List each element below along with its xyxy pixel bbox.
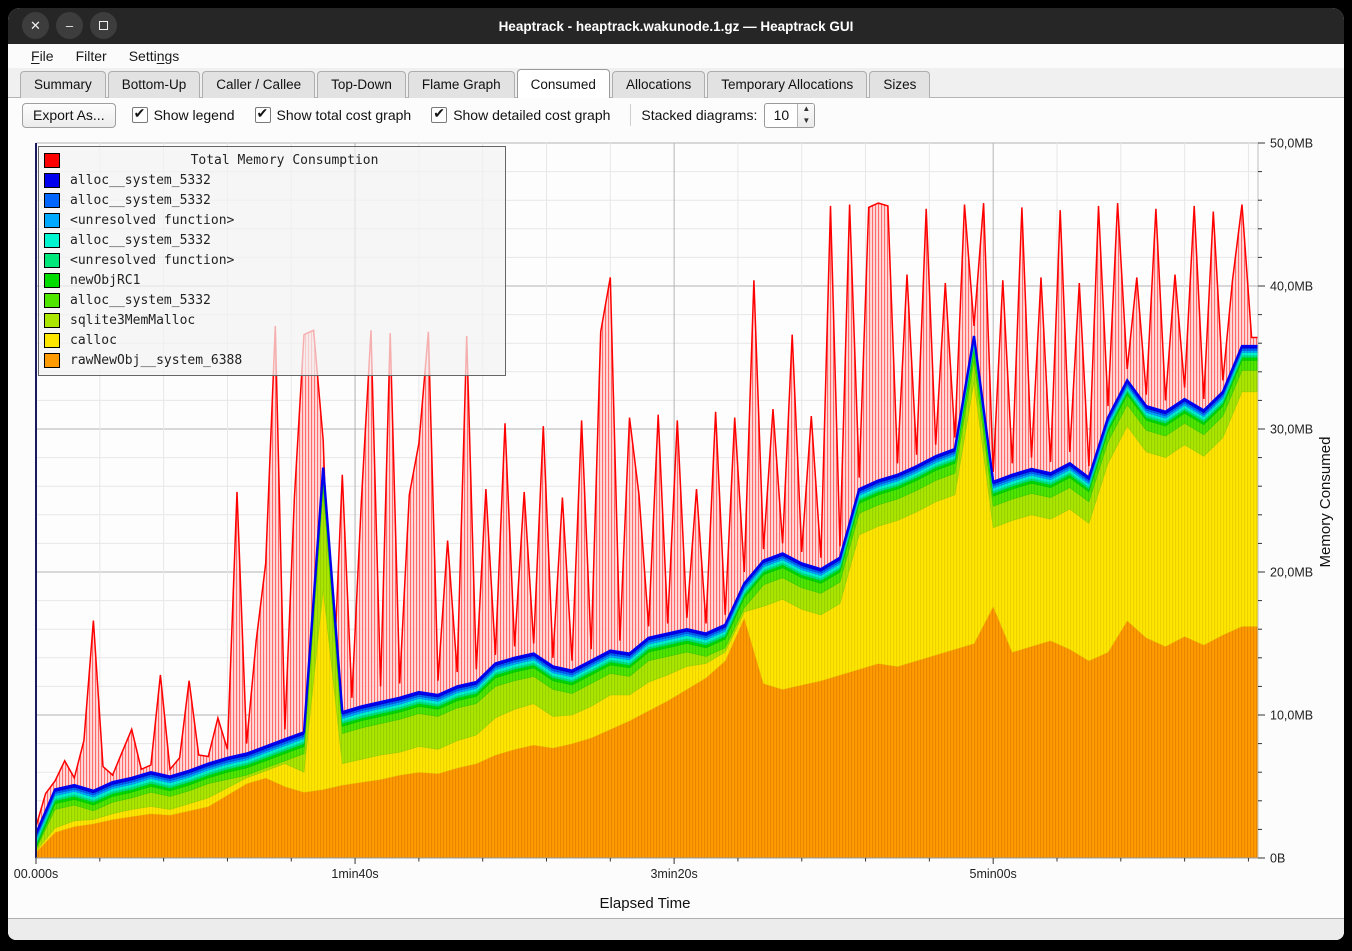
chart-legend: Total Memory Consumption alloc__system_53… — [38, 146, 506, 376]
app-window: ✕ – Heaptrack - heaptrack.wakunode.1.gz … — [8, 8, 1344, 940]
legend-entry-label: alloc__system_5332 — [70, 292, 211, 308]
legend-entry-label: calloc — [70, 332, 117, 348]
legend-swatch — [44, 332, 60, 348]
window-bottom-strip — [8, 919, 1344, 940]
spinner-down-icon[interactable]: ▼ — [802, 115, 811, 125]
legend-item: <unresolved function> — [44, 250, 499, 270]
memory-consumption-chart: 0B 10,0MB 20,0MB 30,0MB 40,0MB 50,0MB 00.000s 1… — [8, 132, 1344, 919]
tab-caller-callee[interactable]: Caller / Callee — [202, 71, 316, 98]
x-axis-title: Elapsed Time — [600, 895, 691, 912]
legend-entry-label: alloc__system_5332 — [70, 172, 211, 188]
y-tick-label: 20,0MB — [1270, 566, 1313, 580]
legend-swatch — [44, 252, 60, 268]
maximize-icon[interactable] — [90, 12, 117, 39]
tab-bar: Summary Bottom-Up Caller / Callee Top-Down F… — [8, 68, 1344, 98]
toolbar-separator — [630, 104, 632, 126]
legend-swatch — [44, 212, 60, 228]
menu-item-filter[interactable]: Filter — [75, 48, 107, 64]
chart-canvas[interactable]: 0B 10,0MB 20,0MB 30,0MB 40,0MB 50,0MB 00.000s 1… — [8, 132, 1344, 919]
legend-item: alloc__system_5332 — [44, 230, 499, 250]
x-tick-label: 1min40s — [331, 867, 378, 881]
y-tick-label: 10,0MB — [1270, 709, 1313, 723]
spinner-up-icon[interactable]: ▲ — [802, 104, 811, 114]
tab-temporary-allocations[interactable]: Temporary Allocations — [707, 71, 868, 98]
legend-swatch — [44, 292, 60, 308]
y-tick-label: 50,0MB — [1270, 137, 1313, 151]
stacked-diagrams-label: Stacked diagrams: — [641, 107, 758, 123]
legend-swatch — [44, 192, 60, 208]
legend-swatch — [44, 172, 60, 188]
y-tick-label: 0B — [1270, 852, 1285, 866]
tab-top-down[interactable]: Top-Down — [317, 71, 406, 98]
legend-item: calloc — [44, 330, 499, 350]
checkbox-label: Show total cost graph — [276, 107, 412, 123]
tab-summary[interactable]: Summary — [20, 71, 106, 98]
legend-swatch — [44, 312, 60, 328]
legend-swatch — [44, 232, 60, 248]
legend-item: alloc__system_5332 — [44, 170, 499, 190]
legend-item: newObjRC1 — [44, 270, 499, 290]
checkbox-box[interactable]: ✔ — [254, 105, 271, 123]
toolbar: Export As... ✔ Show legend ✔ Show total cos… — [8, 98, 1344, 132]
legend-title-row: Total Memory Consumption — [44, 150, 499, 170]
x-tick-label: 3min20s — [650, 867, 697, 881]
checkbox-show-total-cost-graph[interactable]: ✔ Show total cost graph — [254, 105, 412, 123]
legend-entry-label: <unresolved function> — [70, 252, 235, 268]
legend-entry-label: sqlite3MemMalloc — [70, 312, 196, 328]
tab-sizes[interactable]: Sizes — [869, 71, 931, 98]
stacked-diagrams-value[interactable]: 10 — [773, 107, 790, 123]
tab-allocations[interactable]: Allocations — [611, 71, 706, 98]
legend-item: <unresolved function> — [44, 210, 499, 230]
legend-entry-label: newObjRC1 — [70, 272, 141, 288]
legend-item: rawNewObj__system_6388 — [44, 350, 499, 370]
menu-item-settings[interactable]: Settings — [128, 48, 180, 64]
checkbox-box[interactable]: ✔ — [431, 105, 448, 123]
legend-entry-label: alloc__system_5332 — [70, 232, 211, 248]
menu-bar: File Filter Settings — [8, 44, 1344, 68]
checkbox-show-legend[interactable]: ✔ Show legend — [131, 105, 235, 123]
stacked-diagrams-spinner[interactable]: 10 ▲ ▼ — [764, 102, 816, 128]
tab-bottom-up[interactable]: Bottom-Up — [107, 71, 201, 98]
title-bar: ✕ – Heaptrack - heaptrack.wakunode.1.gz … — [8, 8, 1344, 44]
legend-entry-label: <unresolved function> — [70, 212, 235, 228]
legend-item: alloc__system_5332 — [44, 290, 499, 310]
x-tick-label: 5min00s — [970, 867, 1017, 881]
legend-entry-label: alloc__system_5332 — [70, 192, 211, 208]
checkbox-show-detailed-cost-graph[interactable]: ✔ Show detailed cost graph — [431, 105, 611, 123]
y-tick-label: 40,0MB — [1270, 280, 1313, 294]
legend-item: sqlite3MemMalloc — [44, 310, 499, 330]
x-tick-label: 00.000s — [14, 867, 58, 881]
spinner-arrows[interactable]: ▲ ▼ — [797, 103, 815, 127]
legend-swatch — [44, 272, 60, 288]
minimize-icon[interactable]: – — [56, 12, 83, 39]
legend-title: Total Memory Consumption — [190, 152, 379, 168]
tab-flame-graph[interactable]: Flame Graph — [407, 71, 515, 98]
legend-item: alloc__system_5332 — [44, 190, 499, 210]
y-axis-title: Memory Consumed — [1317, 437, 1334, 568]
window-title: Heaptrack - heaptrack.wakunode.1.gz — He… — [498, 18, 854, 34]
close-icon[interactable]: ✕ — [22, 12, 49, 39]
menu-item-file[interactable]: File — [31, 48, 54, 64]
export-as-button[interactable]: Export As... — [22, 102, 116, 128]
window-controls: ✕ – — [22, 12, 117, 39]
tab-consumed[interactable]: Consumed — [516, 69, 610, 98]
checkbox-label: Show legend — [153, 107, 235, 123]
checkbox-box[interactable]: ✔ — [131, 105, 148, 123]
legend-swatch-total — [44, 152, 60, 168]
y-tick-label: 30,0MB — [1270, 423, 1313, 437]
legend-entry-label: rawNewObj__system_6388 — [70, 352, 243, 368]
legend-swatch — [44, 352, 60, 368]
checkbox-label: Show detailed cost graph — [453, 107, 611, 123]
